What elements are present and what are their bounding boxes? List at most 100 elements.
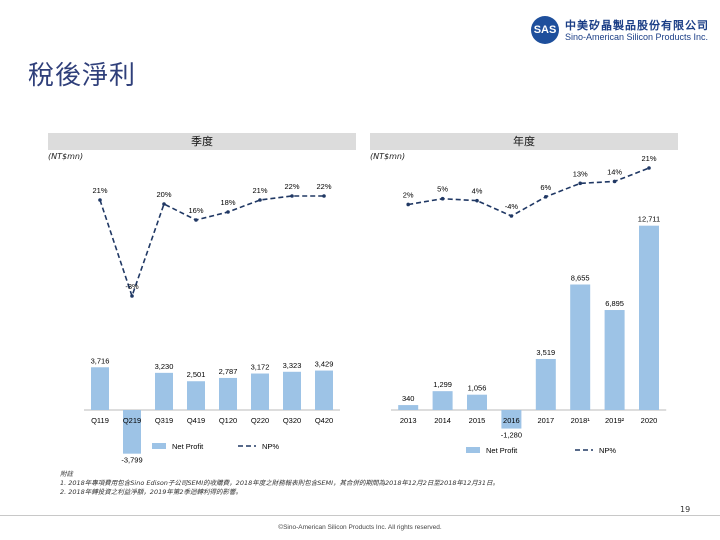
- copyright-text: ©Sino-American Silicon Products Inc. All…: [278, 524, 442, 531]
- annual-bar-label: 6,895: [605, 299, 624, 308]
- annual-np-label: 2%: [403, 190, 414, 199]
- quarterly-np-label: 21%: [92, 186, 107, 195]
- annual-bar-label: 1,299: [433, 380, 452, 389]
- quarterly-bar-label: 2,501: [187, 370, 206, 379]
- quarterly-bar-label: 3,230: [155, 362, 174, 371]
- annual-np-label: 14%: [607, 167, 622, 176]
- quarterly-unit-label: (NT$mn): [48, 152, 84, 161]
- quarterly-category-label: Q120: [219, 416, 237, 425]
- annual-legend-line-label: NP%: [599, 446, 616, 455]
- quarterly-np-point: [290, 194, 294, 198]
- quarterly-bar-Q319: [155, 372, 173, 410]
- annual-bar-label: 8,655: [571, 274, 590, 283]
- quarterly-np-label: 16%: [188, 206, 203, 215]
- page-title: 稅後淨利: [28, 61, 137, 91]
- annual-np-point: [578, 181, 582, 186]
- annual-np-point: [647, 166, 651, 170]
- quarterly-bar-label: 3,429: [315, 360, 334, 369]
- quarterly-bar-label: 3,323: [283, 361, 302, 370]
- annual-bar-2016: [501, 410, 522, 429]
- quarterly-category-label: Q219: [123, 416, 141, 425]
- quarterly-np-label: 20%: [156, 190, 171, 199]
- quarterly-np-label: 22%: [284, 182, 299, 191]
- company-logo: SAS 中美矽晶製品股份有限公司 Sino-American Silicon P…: [531, 16, 708, 46]
- footer-divider: [0, 515, 720, 516]
- annual-category-label: 2013: [400, 416, 417, 425]
- quarterly-np-point: [226, 210, 230, 214]
- annual-np-line: [408, 167, 650, 217]
- quarterly-bar-Q119: [91, 367, 109, 410]
- annual-category-label: 2015: [469, 416, 486, 425]
- annual-np-point: [406, 202, 411, 207]
- company-name-en: Sino-American Silicon Products Inc.: [565, 32, 709, 42]
- annual-category-label: 2014: [434, 416, 451, 425]
- annual-bar-2017: [535, 358, 556, 410]
- quarterly-category-label: Q320: [283, 416, 301, 425]
- annual-category-label: 2018¹: [571, 416, 591, 425]
- annual-np-point: [544, 195, 548, 199]
- annual-np-point: [612, 179, 617, 184]
- quarterly-legend-bar-swatch: [152, 443, 166, 449]
- quarterly-np-point: [194, 218, 198, 222]
- quarterly-bar-Q420: [315, 370, 333, 410]
- annual-np-label: 5%: [437, 185, 448, 194]
- quarterly-np-point: [98, 198, 102, 202]
- quarterly-category-label: Q220: [251, 416, 269, 425]
- quarterly-np-point: [162, 202, 166, 206]
- footnote-2: 2. 2018年轉投資之利益淨額，2019年第2季迴轉利得的影響。: [60, 488, 242, 496]
- annual-np-label: 4%: [472, 187, 483, 196]
- quarterly-category-label: Q119: [91, 416, 109, 425]
- annual-legend-bar-swatch: [466, 447, 480, 453]
- quarterly-bar-label: 2,787: [219, 367, 238, 376]
- quarterly-bar-Q419: [187, 381, 205, 410]
- quarterly-np-label: -3%: [125, 282, 139, 291]
- footnote-heading: 附註: [60, 470, 73, 478]
- quarterly-np-label: 21%: [252, 186, 267, 195]
- annual-unit-label: (NT$mn): [370, 152, 406, 161]
- quarterly-np-point: [322, 194, 326, 198]
- annual-bar-label: 340: [402, 394, 415, 403]
- annual-np-point: [440, 196, 445, 201]
- annual-category-label: 2020: [641, 416, 658, 425]
- quarterly-np-point: [130, 294, 134, 298]
- annual-np-point: [475, 198, 479, 203]
- quarterly-bar-label: -3,799: [121, 456, 142, 465]
- quarterly-panel-header: 季度: [48, 133, 356, 150]
- sas-logo-mark: SAS: [531, 16, 559, 44]
- annual-bar-2013: [398, 405, 419, 410]
- quarterly-bar-label: 3,172: [251, 363, 270, 372]
- annual-legend-bar-label: Net Profit: [486, 446, 518, 455]
- annual-bar-label: 3,519: [536, 348, 555, 357]
- quarterly-bar-Q220: [251, 373, 269, 410]
- quarterly-category-label: Q420: [315, 416, 333, 425]
- quarterly-bar-label: 3,716: [91, 356, 110, 365]
- quarterly-legend-line-label: NP%: [262, 442, 279, 451]
- annual-category-label: 2016: [503, 416, 520, 425]
- annual-category-label: 2017: [537, 416, 554, 425]
- quarterly-np-label: 18%: [220, 198, 235, 207]
- quarterly-np-label: 22%: [316, 182, 331, 191]
- annual-bar-2014: [432, 391, 453, 410]
- annual-bar-2020: [639, 225, 659, 410]
- annual-np-point: [509, 214, 514, 218]
- company-name-cn: 中美矽晶製品股份有限公司: [565, 19, 709, 32]
- annual-bar-label: -1,280: [501, 431, 522, 440]
- quarterly-category-label: Q419: [187, 416, 205, 425]
- quarterly-bar-Q120: [219, 377, 237, 410]
- annual-bar-2018¹: [570, 284, 591, 410]
- annual-np-label: -4%: [505, 202, 519, 211]
- annual-bar-label: 12,711: [638, 215, 660, 224]
- annual-bar-label: 1,056: [468, 384, 487, 393]
- annual-np-label: 21%: [641, 154, 656, 163]
- quarterly-legend-bar-label: Net Profit: [172, 442, 204, 451]
- annual-np-label: 13%: [573, 169, 588, 178]
- annual-category-label: 2019²: [605, 416, 625, 425]
- page-number: 19: [680, 505, 691, 514]
- quarterly-bar-Q320: [283, 371, 301, 410]
- quarterly-category-label: Q319: [155, 416, 173, 425]
- net-profit-charts: 3,716 Q119 -3,799 Q219 3,230 Q319 2,501 Q419 2,7…: [84, 154, 667, 465]
- quarterly-bar-Q219: [123, 410, 141, 454]
- annual-np-label: 6%: [540, 183, 551, 192]
- footnotes: 附註 1. 2018年專項費用包含Sino Edison子公司SEMI的收購費，…: [60, 470, 499, 497]
- annual-bar-2015: [467, 394, 487, 410]
